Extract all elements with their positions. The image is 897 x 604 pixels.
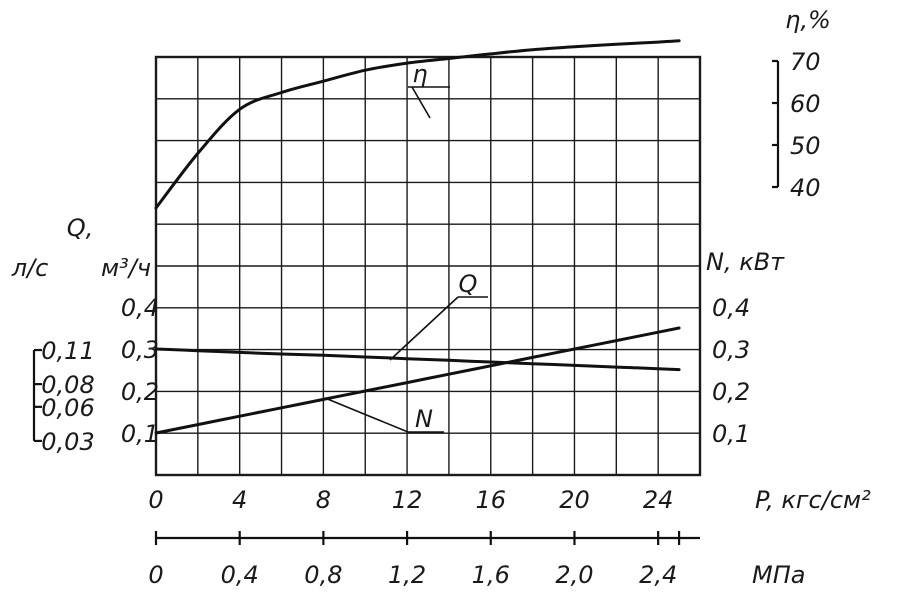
q-ls-tick-label: 0,06 [41, 394, 94, 422]
q-ls-tick-label: 0,08 [41, 371, 94, 399]
q-m3h-tick-label: 0,2 [121, 378, 159, 406]
leader-q [389, 296, 488, 361]
n-tick-label: 0,4 [712, 294, 750, 322]
n-axis-label: N, кВт [706, 248, 785, 276]
series-line-eta [154, 39, 681, 210]
x2-tick-label: 2,4 [639, 561, 677, 589]
series-line-Q [154, 347, 681, 372]
x2-axis-label: МПа [752, 561, 805, 589]
series-label-eta: η [412, 60, 427, 88]
eta-tick-label: 60 [790, 90, 821, 118]
x-tick-label: 8 [316, 486, 331, 514]
x2-tick-label: 0,4 [221, 561, 259, 589]
x-tick-label: 24 [643, 486, 674, 514]
q-ls-unit-label: л/с [11, 254, 49, 282]
left-axes: Q, л/с м³/ч 0,4 0,3 0,2 0,1 0,11 0,080,06 0,03 [11, 214, 159, 456]
q-m3h-tick-label: 0,1 [121, 420, 159, 448]
series-line-N [154, 326, 681, 435]
n-tick-label: 0,1 [712, 420, 750, 448]
x-axis: 0 4 8 12 16 20 24 P, кгс/см² [148, 486, 871, 514]
x2-tick-label: 1,2 [388, 561, 426, 589]
grid [156, 57, 700, 475]
x2-tick-label: 0 [148, 561, 163, 589]
leader-eta [408, 86, 450, 119]
q-ls-tick-label: 0,03 [41, 428, 94, 456]
series-label-N: N [415, 405, 433, 433]
curve-leaders [324, 86, 488, 433]
series-labels: η Q N [412, 60, 477, 433]
x-tick-label: 20 [559, 486, 590, 514]
x2-tick-label: 1,6 [472, 561, 510, 589]
plot-frame [154, 55, 702, 477]
x-tick-label: 4 [232, 486, 247, 514]
eta-tick-label: 40 [790, 174, 821, 202]
eta-tick-label: 50 [790, 132, 821, 160]
eta-tick-label: 70 [790, 48, 821, 76]
x-axis-label: P, кгс/см² [755, 486, 871, 514]
x-tick-label: 12 [392, 486, 423, 514]
n-tick-label: 0,3 [712, 336, 750, 364]
n-tick-label: 0,2 [712, 378, 750, 406]
q-m3h-unit-label: м³/ч [101, 254, 151, 282]
leader-n [324, 397, 444, 433]
right-axes: η,% 70 60 50 40 N, кВт 0,4 0,3 0,2 0,1 [706, 6, 831, 448]
x-tick-label: 16 [475, 486, 506, 514]
x-tick-label: 0 [148, 486, 163, 514]
x2-axis: 0 0,4 0,8 1,2 1,6 2,0 2,4 МПа [148, 531, 805, 589]
series-label-Q: Q [459, 270, 478, 298]
curves [154, 39, 681, 435]
q-ls-tick-label: 0,11 [41, 337, 94, 365]
x2-tick-label: 2,0 [555, 561, 593, 589]
q-axis-label: Q, [67, 214, 94, 242]
q-m3h-tick-label: 0,4 [121, 294, 159, 322]
x2-tick-label: 0,8 [304, 561, 342, 589]
q-m3h-tick-label: 0,3 [121, 336, 159, 364]
eta-axis-label: η,% [785, 6, 831, 34]
